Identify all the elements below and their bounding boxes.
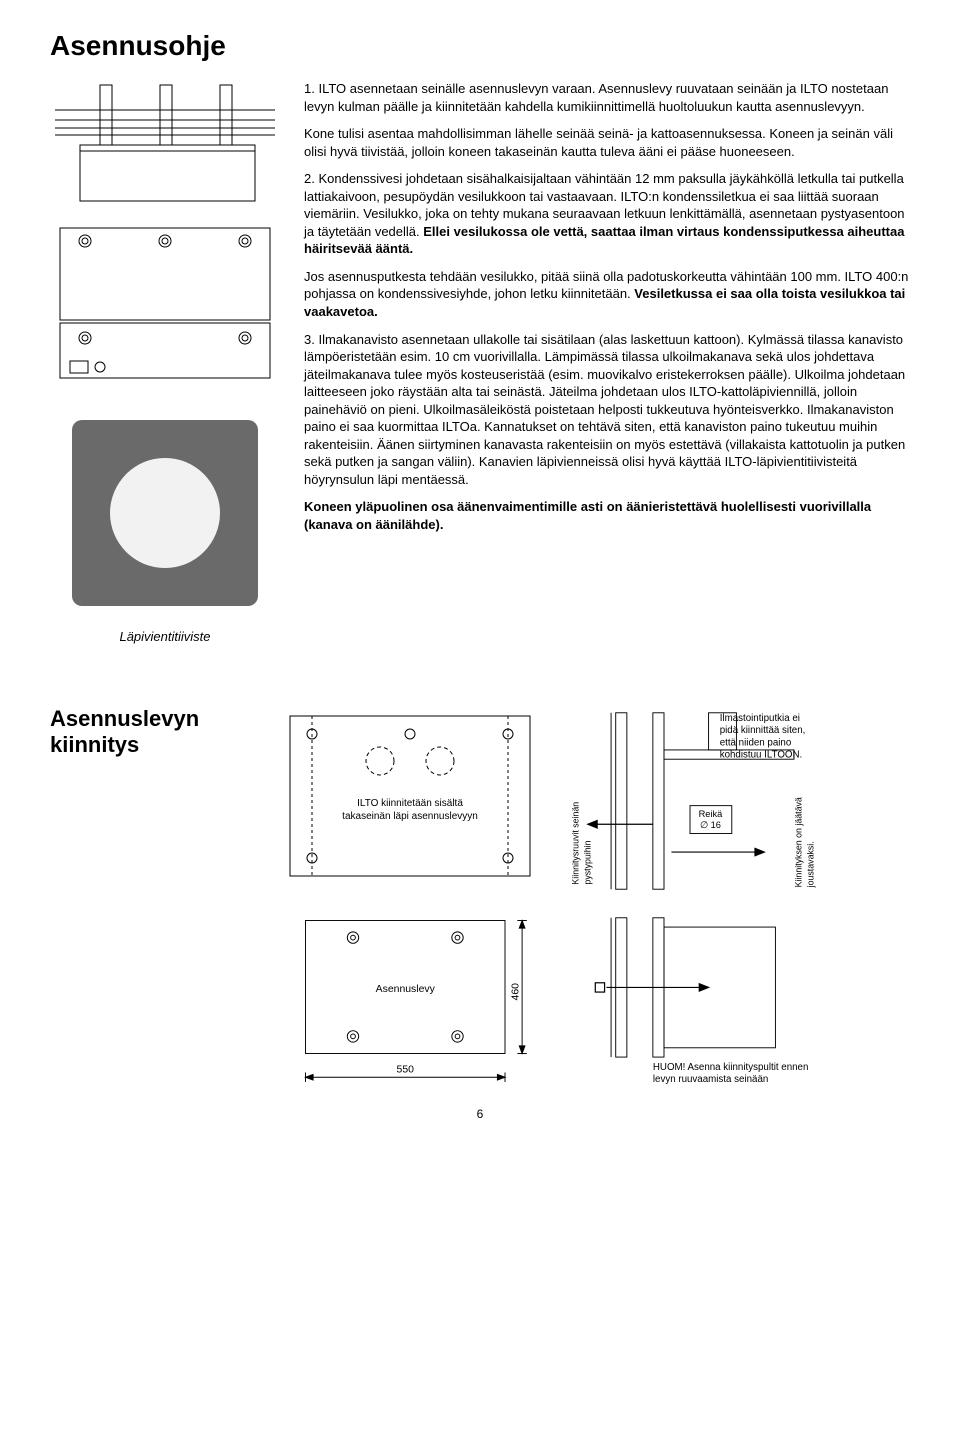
unit-rear-diagram: ILTO kiinnitetään sisältä takaseinän läp… [280, 706, 540, 886]
top-section: Läpivientitiiviste 1. ILTO asennetaan se… [50, 80, 910, 644]
v-label-3: Kiinnityksen on jäätävä [793, 797, 803, 887]
page-number: 6 [50, 1107, 910, 1121]
side-section-bottom: HUOM! Asenna kiinnityspultit ennen levyn… [560, 911, 820, 1101]
side-section-top: Kiinnitysruuvit seinän pystypuihin Reikä… [560, 706, 820, 896]
v-label-4: joustavaksi. [806, 841, 816, 888]
page-title: Asennusohje [50, 30, 910, 62]
v-label-1: Kiinnitysruuvit seinän [571, 802, 581, 885]
reika-dim: ∅ 16 [700, 820, 721, 830]
section2-title: Asennuslevyn kiinnitys [50, 706, 260, 758]
mounting-plate-diagram: Asennuslevy 550 460 [280, 911, 540, 1101]
p3: 3. Ilmakanavisto asennetaan ullakolle ta… [304, 332, 905, 487]
dim-w: 550 [397, 1065, 415, 1076]
text-column: 1. ILTO asennetaan seinälle asennuslevyn… [304, 80, 910, 644]
right-top-note: Ilmastointiputkia ei pidä kiinnittää sit… [720, 713, 818, 762]
unit-label-l1: ILTO kiinnitetään sisältä [357, 798, 463, 809]
plate-label: Asennuslevy [376, 984, 436, 995]
tiiviste-caption: Läpivientitiiviste [50, 629, 280, 644]
tiiviste-photo [60, 408, 270, 618]
mounting-diagrams: ILTO kiinnitetään sisältä takaseinän läp… [280, 656, 910, 1101]
wall-mount-diagram [50, 80, 280, 210]
unit-label-l2: takaseinän läpi asennuslevyyn [342, 811, 478, 822]
p1b: Kone tulisi asentaa mahdollisimman lähel… [304, 126, 893, 159]
p1: 1. ILTO asennetaan seinälle asennuslevyn… [304, 81, 888, 114]
unit-front-view-diagram [50, 223, 280, 393]
p3b: Koneen yläpuolinen osa äänenvaimentimill… [304, 498, 910, 533]
dim-h: 460 [510, 983, 521, 1001]
bottom-note: HUOM! Asenna kiinnityspultit ennen levyn… [653, 1062, 820, 1086]
reika-label: Reikä [699, 809, 724, 819]
left-diagram-column: Läpivientitiiviste [50, 80, 280, 644]
v-label-2: pystypuihin [583, 840, 593, 884]
